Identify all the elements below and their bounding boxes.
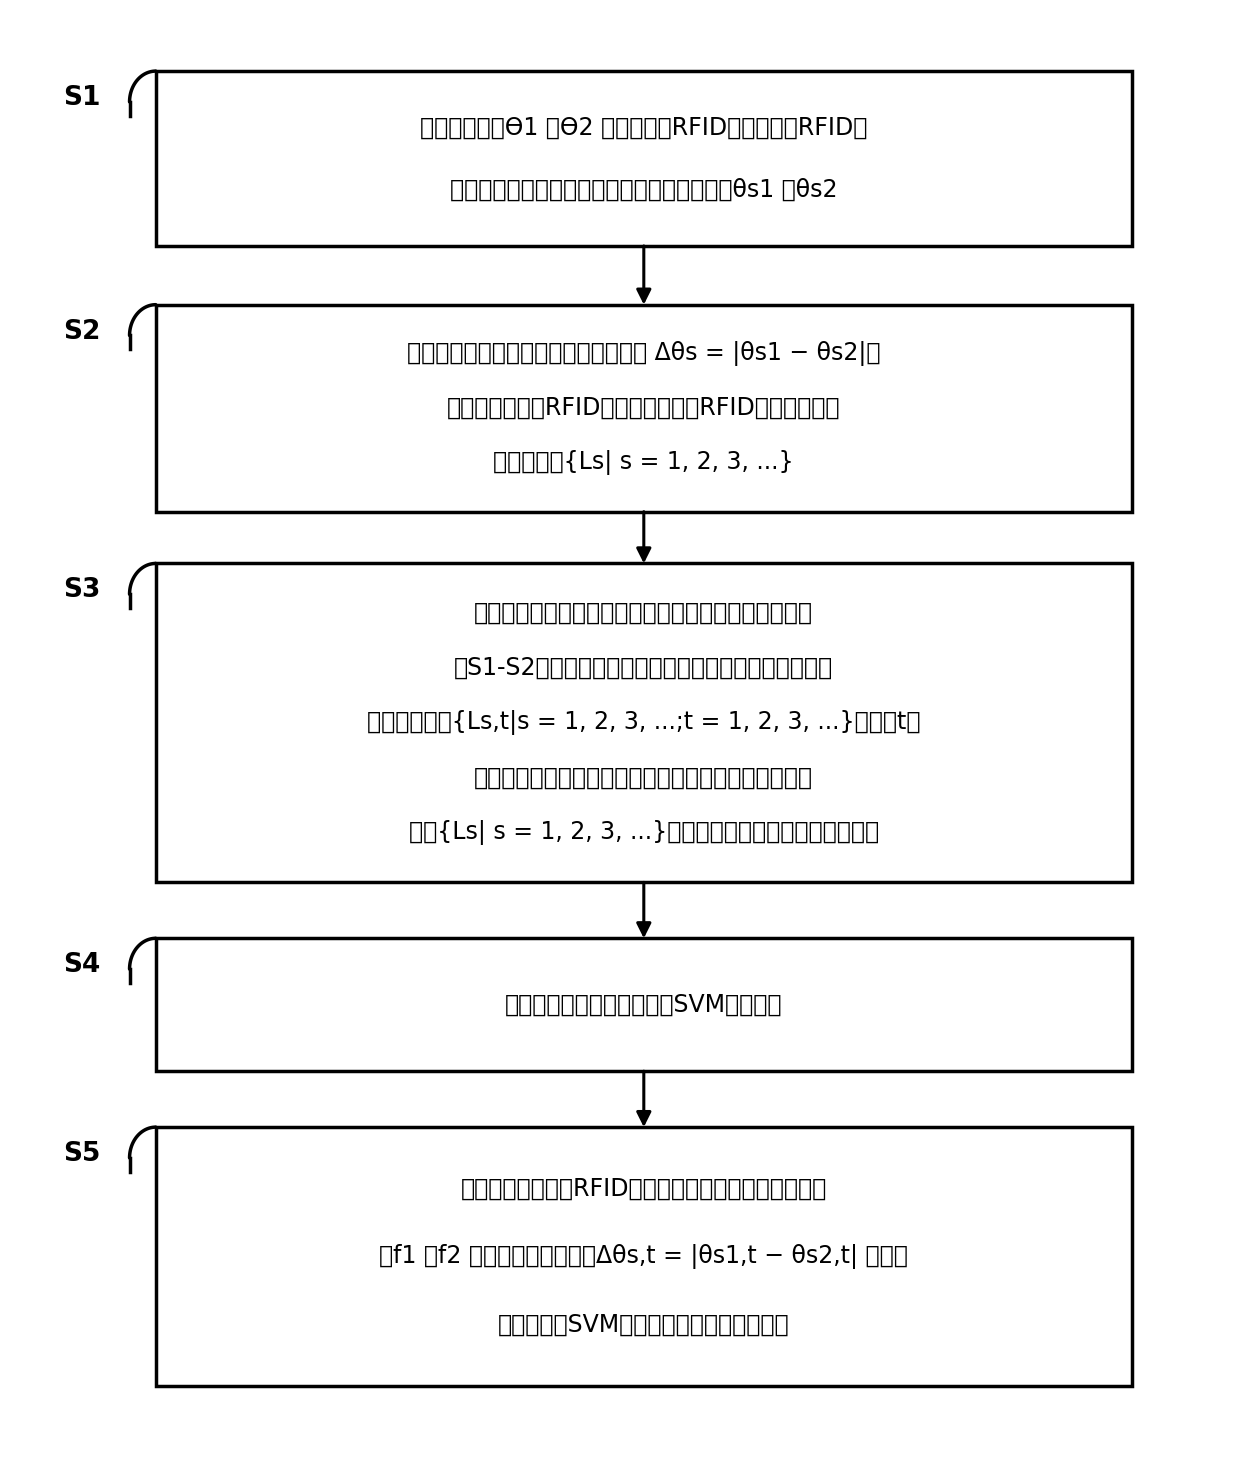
Text: 获得两个频率ϴ1 和ϴ2 下，待定位RFID标签与若干RFID阅: 获得两个频率ϴ1 和ϴ2 下，待定位RFID标签与若干RFID阅 xyxy=(420,115,868,140)
Text: S5: S5 xyxy=(63,1141,100,1167)
Text: 获取并将待定位的RFID标签在连续多个时间点处两个频: 获取并将待定位的RFID标签在连续多个时间点处两个频 xyxy=(461,1176,827,1201)
Bar xyxy=(156,71,1132,246)
Bar xyxy=(156,305,1132,511)
Bar xyxy=(156,564,1132,883)
Text: 骤S1-S2，获得连续的若干个时间点上若干个所述距离的: 骤S1-S2，获得连续的若干个时间点上若干个所述距离的 xyxy=(454,656,833,680)
Text: 通过所述样本数据集对所述SVM进行训练: 通过所述样本数据集对所述SVM进行训练 xyxy=(505,992,782,1017)
Text: 读器间超高频射频信号的相应的若干个相位角θs1 和θs2: 读器间超高频射频信号的相应的若干个相位角θs1 和θs2 xyxy=(450,178,837,201)
Text: 获得所述待定位RFID标签与所述若干RFID阅读器之间的: 获得所述待定位RFID标签与所述若干RFID阅读器之间的 xyxy=(448,396,841,420)
Text: S3: S3 xyxy=(63,577,100,603)
Bar xyxy=(156,1128,1132,1386)
Text: 在时间轴，若干个等间隔的时间点上，连续重复上述步: 在时间轴，若干个等间隔的时间点上，连续重复上述步 xyxy=(475,600,813,625)
Text: S1: S1 xyxy=(63,85,100,111)
Text: S4: S4 xyxy=(63,953,100,978)
Bar xyxy=(156,938,1132,1071)
Text: 根据相位角公式以及若干个相位角差值 Δθs = |θs1 − θs2|，: 根据相位角公式以及若干个相位角差值 Δθs = |θs1 − θs2|， xyxy=(407,341,880,366)
Text: S2: S2 xyxy=(63,319,100,345)
Text: 所述时间点的标号，且根据所述时间轴标注所述距离的: 所述时间点的标号，且根据所述时间轴标注所述距离的 xyxy=(475,766,813,790)
Text: 集合的时间集{Ls,t|s = 1, 2, 3, ...;t = 1, 2, 3, ...}，所述t为: 集合的时间集{Ls,t|s = 1, 2, 3, ...;t = 1, 2, 3… xyxy=(367,711,920,736)
Text: 率f1 和f2 下的若干相位角差值Δθs,t = |θs1,t − θs2,t| 输入所: 率f1 和f2 下的若干相位角差值Δθs,t = |θs1,t − θs2,t|… xyxy=(379,1244,908,1269)
Text: 述训练后的SVM，判断所述标签的位移方向: 述训练后的SVM，判断所述标签的位移方向 xyxy=(498,1313,790,1336)
Text: 距离的集合{Ls| s = 1, 2, 3, ...}: 距离的集合{Ls| s = 1, 2, 3, ...} xyxy=(494,450,794,475)
Text: 集合{Ls| s = 1, 2, 3, ...}的运动方向，进而得到样本数据集: 集合{Ls| s = 1, 2, 3, ...}的运动方向，进而得到样本数据集 xyxy=(409,820,879,845)
